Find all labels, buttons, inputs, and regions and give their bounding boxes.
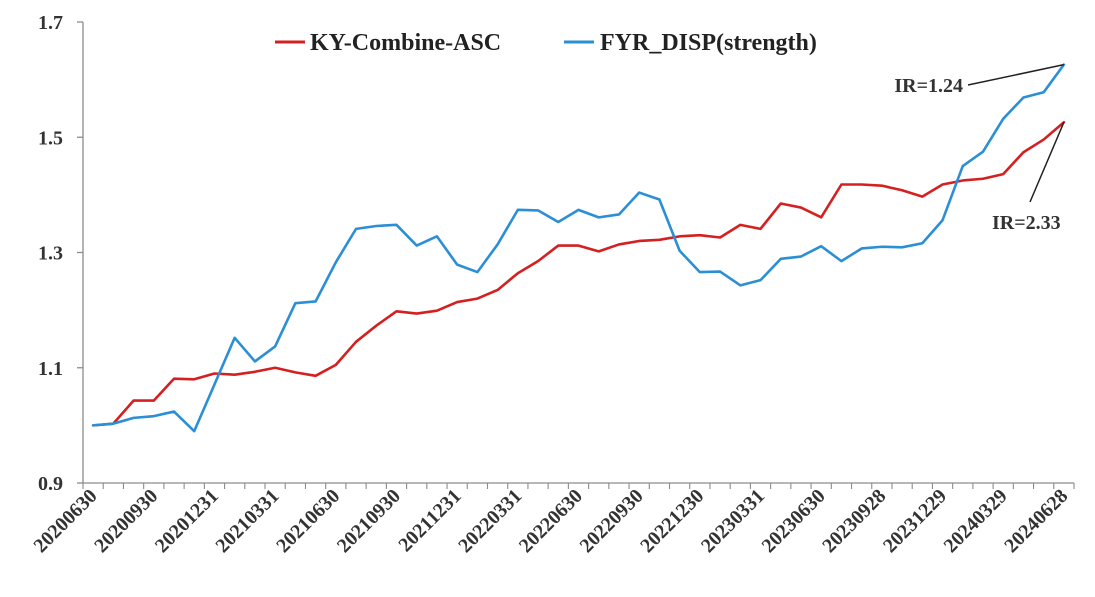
x-tick-label: 20230331 — [697, 485, 769, 557]
legend-label: KY-Combine-ASC — [310, 30, 501, 56]
annotations: IR=1.24 IR=2.33 — [894, 63, 1065, 234]
x-tick-label: 20220930 — [576, 485, 648, 557]
x-tick-label: 20211231 — [394, 485, 465, 556]
x-tick-label: 20221230 — [636, 485, 708, 557]
x-tick-label: 20240628 — [1000, 485, 1072, 557]
x-tick-label: 20200930 — [90, 485, 162, 557]
x-tick-label: 20201231 — [151, 485, 223, 557]
annotation-leader-line — [967, 63, 1065, 86]
y-tick-label: 1.7 — [38, 12, 63, 34]
annotation-ir-fyr: IR=1.24 — [894, 75, 963, 97]
x-tick-label: 20200630 — [30, 485, 102, 557]
y-tick-label: 1.1 — [38, 358, 63, 380]
x-tick-label: 20210930 — [333, 485, 405, 557]
x-tick-label: 20240329 — [940, 485, 1012, 557]
y-tick-label: 0.9 — [38, 473, 63, 495]
legend: KY-Combine-ASC FYR_DISP(strength) — [275, 30, 817, 56]
y-tick-label: 1.5 — [38, 127, 63, 149]
series-lines — [91, 63, 1066, 433]
annotation-leader-line — [1029, 121, 1065, 203]
x-tick-label: 20210630 — [272, 485, 344, 557]
annotation-ir-ky: IR=2.33 — [992, 212, 1061, 234]
x-tick-label: 20231229 — [879, 485, 951, 557]
series-line-ky-combine-asc — [91, 120, 1066, 427]
x-tick-label: 20220331 — [454, 485, 526, 557]
x-tick-label: 20230630 — [758, 485, 830, 557]
x-tick-label: 20220630 — [515, 485, 587, 557]
series-line-fyr-disp-strength — [91, 63, 1066, 433]
x-tick-label: 20210331 — [212, 485, 284, 557]
legend-label: FYR_DISP(strength) — [600, 30, 817, 56]
y-tick-label: 1.3 — [38, 243, 63, 265]
x-tick-label: 20230928 — [818, 485, 890, 557]
